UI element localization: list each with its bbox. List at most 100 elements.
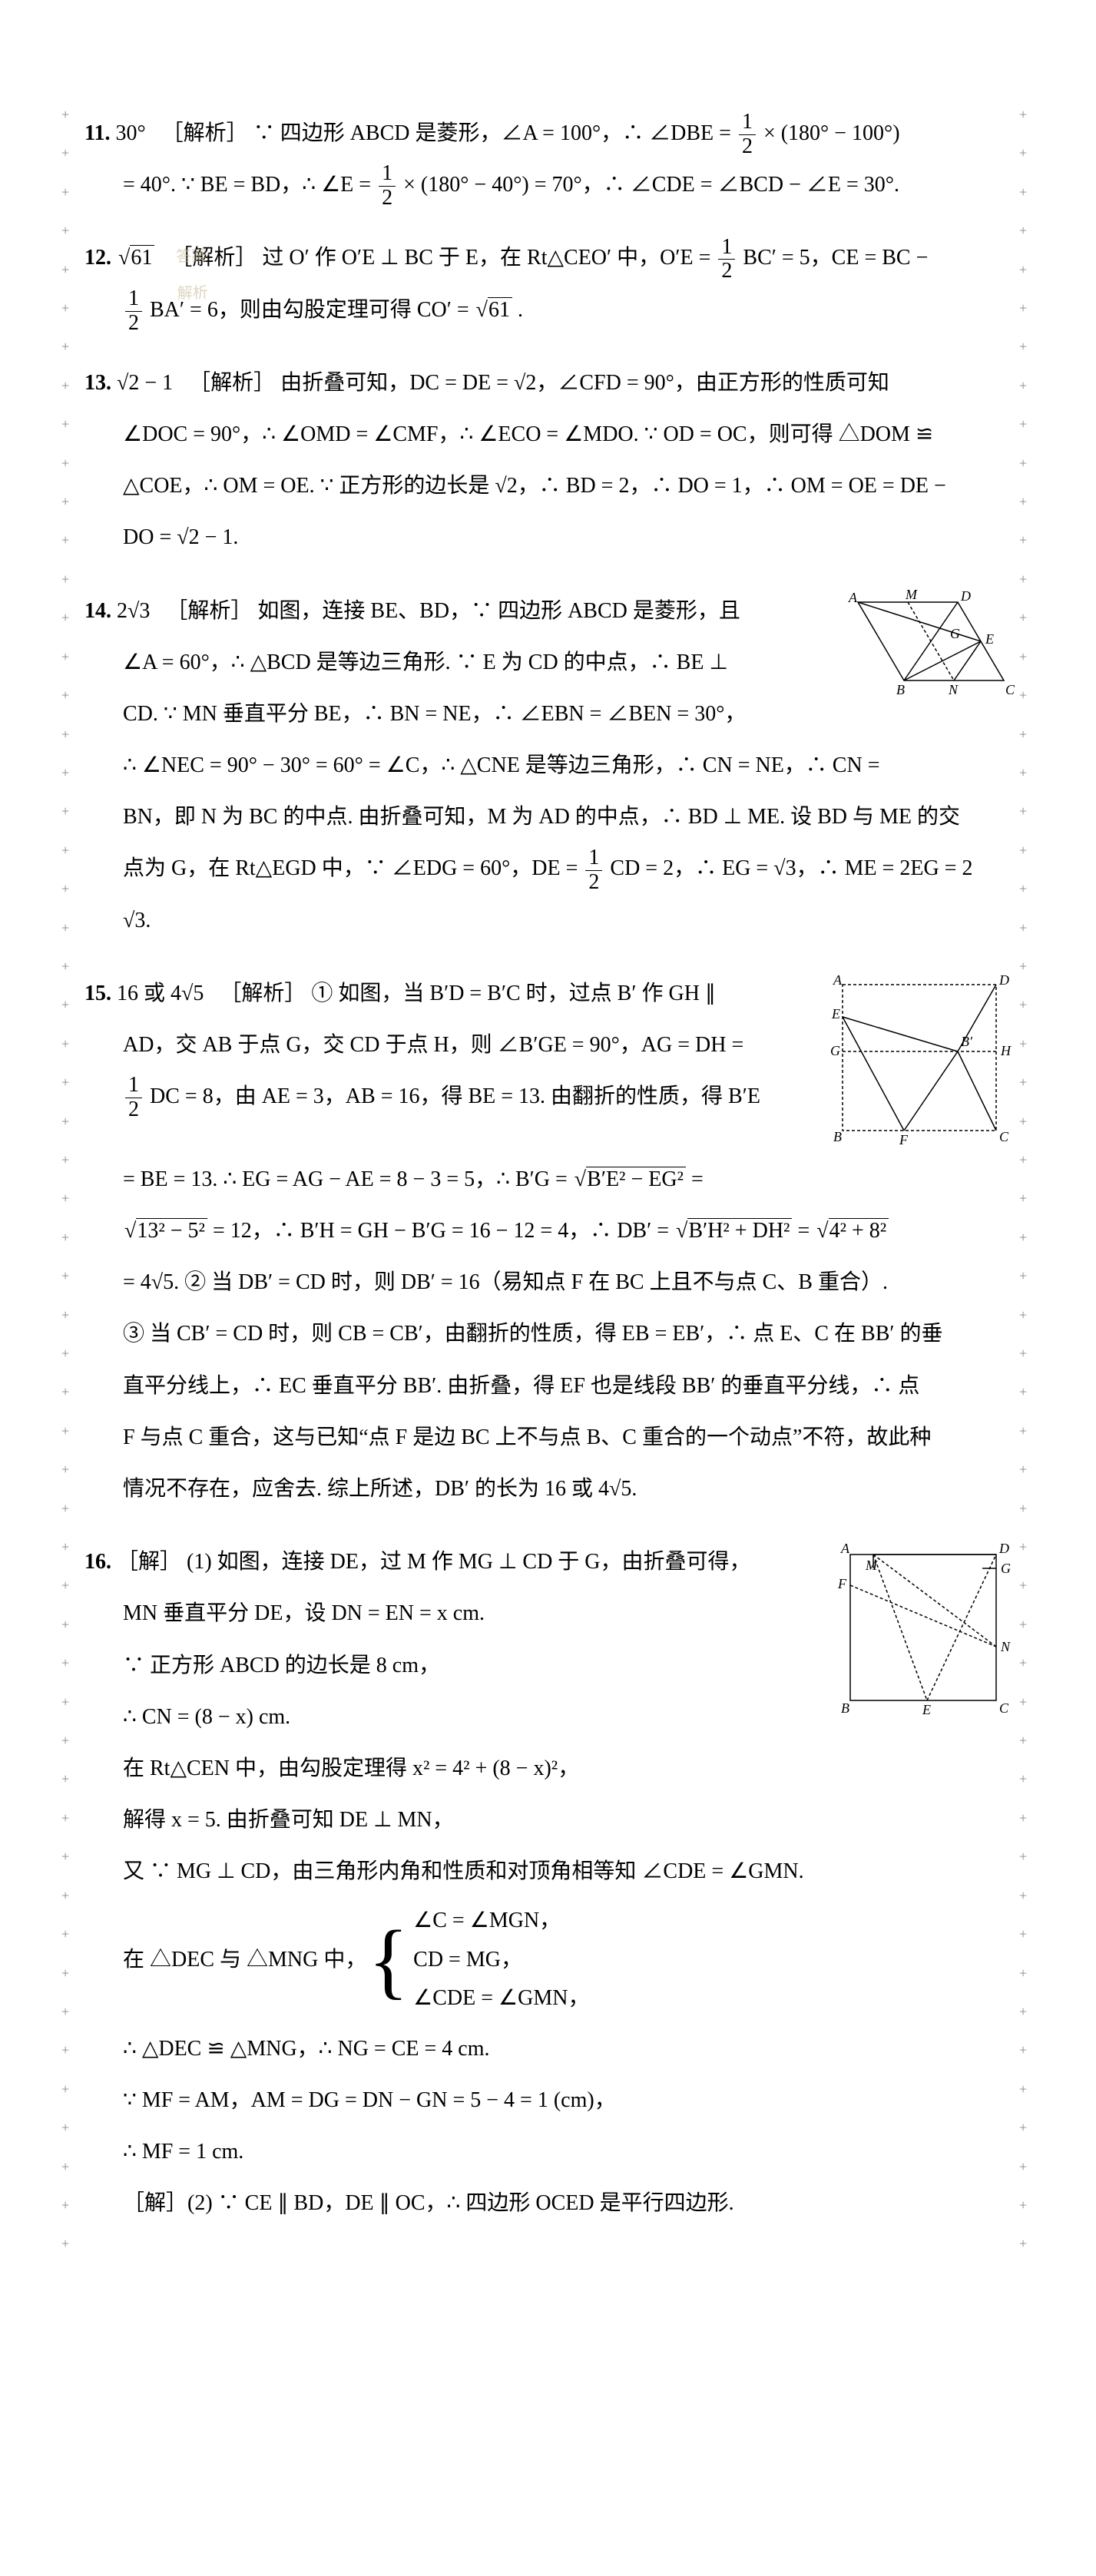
sqrt-expr: 4² + 8²	[815, 1205, 889, 1257]
solution-label: ［解］	[117, 1550, 181, 1574]
svg-text:G: G	[950, 626, 960, 641]
right-tick-border: ++++++++++++++++++++++++++++++++++++++++…	[1019, 108, 1035, 2250]
problem-15-l6: = 4√5. ② 当 DB′ = CD 时，则 DB′ = 16（易知点 F 在…	[84, 1257, 1019, 1308]
analysis-label: ［解析］	[162, 121, 248, 145]
svg-text:N: N	[1000, 1639, 1011, 1654]
problem-15: A B C D E F G H B′ 15. 16 或 4√5 ［解析］ ① 如…	[84, 968, 1019, 1515]
problem-15-l3a: DC = 8，由 AE = 3，AB = 16，得 BE = 13. 由翻折的性…	[150, 1084, 760, 1108]
frac-num: 1	[739, 111, 756, 135]
problem-16-part1: (1) 如图，连接 DE，过 M 作 MG ⊥ CD 于 G，由折叠可得，	[187, 1550, 751, 1574]
brace-eq1: ∠C = ∠MGN，	[413, 1902, 589, 1940]
problem-11-answer: 30°	[115, 121, 145, 145]
problem-12-l2b: .	[518, 298, 523, 322]
frac-num: 1	[585, 846, 602, 871]
frac-num: 1	[379, 162, 396, 187]
problem-13-l2: ∠DOC = 90°，∴ ∠OMD = ∠CMF，∴ ∠ECO = ∠MDO. …	[84, 409, 1019, 460]
problem-13-number: 13.	[84, 371, 111, 395]
problem-11-l1a: ∵ 四边形 ABCD 是菱形，∠A = 100°，∴ ∠DBE =	[253, 121, 737, 145]
fraction-half: 12	[125, 287, 142, 336]
svg-text:G: G	[830, 1043, 840, 1058]
sqrt-expr: B′H² + DH²	[674, 1205, 792, 1257]
svg-text:E: E	[922, 1702, 931, 1717]
problem-14-answer: 2√3	[117, 599, 150, 623]
problem-16-figure: A B C D E F G M N	[827, 1539, 1019, 1723]
svg-text:B′: B′	[961, 1034, 973, 1049]
problem-16-l7: 又 ∵ MG ⊥ CD，由三角形内角和性质和对顶角相等知 ∠CDE = ∠GMN…	[84, 1846, 1019, 1897]
problem-15-l7: ③ 当 CB′ = CD 时，则 CB = CB′，由翻折的性质，得 EB = …	[84, 1308, 1019, 1359]
svg-text:D: D	[998, 972, 1009, 988]
problem-15-answer: 16 或 4√5	[117, 982, 204, 1005]
problem-16-l11: ∴ MF = 1 cm.	[84, 2126, 1019, 2177]
svg-text:E: E	[985, 631, 994, 647]
frac-den: 2	[125, 312, 142, 336]
svg-text:D: D	[960, 588, 971, 604]
problem-15-l4b: =	[691, 1167, 704, 1191]
sqrt-expr: B′E² − EG²	[573, 1154, 686, 1205]
brace-eq2: CD = MG，	[413, 1941, 589, 1979]
left-brace-icon: {	[368, 1922, 409, 1998]
svg-text:E: E	[831, 1006, 840, 1021]
problem-11-line2: = 40°. ∵ BE = BD，∴ ∠E = 12 × (180° − 40°…	[84, 159, 1019, 210]
analysis-label: ［解析］	[166, 599, 252, 623]
problem-13-l3: △COE，∴ OM = OE. ∵ 正方形的边长是 √2，∴ BD = 2，∴ …	[84, 460, 1019, 512]
sqrt-61: 61	[475, 284, 512, 336]
problem-15-l10: 情况不存在，应舍去. 综上所述，DB′ 的长为 16 或 4√5.	[84, 1463, 1019, 1515]
svg-text:C: C	[1005, 682, 1015, 697]
problem-14-l7: √3.	[84, 895, 1019, 946]
problem-11-number: 11.	[84, 121, 110, 145]
problem-16-part2: ［解］(2) ∵ CE ∥ BD，DE ∥ OC，∴ 四边形 OCED 是平行四…	[84, 2177, 1019, 2229]
problem-11: 11. 30° ［解析］ ∵ 四边形 ABCD 是菱形，∠A = 100°，∴ …	[84, 108, 1019, 210]
problem-16-number: 16.	[84, 1550, 111, 1574]
problem-13-l1: 由折叠可知，DC = DE = √2，∠CFD = 90°，由正方形的性质可知	[280, 371, 889, 395]
problem-16-l9: ∴ △DEC ≌ △MNG，∴ NG = CE = 4 cm.	[84, 2023, 1019, 2074]
fraction-half: 12	[739, 111, 756, 159]
svg-text:C: C	[999, 1129, 1009, 1144]
problem-15-line5: 13² − 5² = 12，∴ B′H = GH − B′G = 16 − 12…	[84, 1205, 1019, 1257]
problem-12-number: 12.	[84, 246, 111, 270]
problem-13-answer: √2 − 1	[117, 371, 173, 395]
problem-14-l6b: CD = 2，∴ EG = √3，∴ ME = 2EG = 2	[610, 856, 972, 880]
page: ++++++++++++++++++++++++++++++++++++++++…	[0, 0, 1096, 2327]
sqrt-radicand: 61	[130, 245, 154, 270]
analysis-label: ［解析］	[220, 982, 306, 1005]
frac-den: 2	[125, 1098, 142, 1122]
problem-15-figure: A B C D E F G H B′	[820, 971, 1019, 1147]
problem-16-l10: ∵ MF = AM，AM = DG = DN − GN = 5 − 4 = 1 …	[84, 2074, 1019, 2126]
problem-12-line2: 12 BA′ = 6，则由勾股定理可得 CO′ = 61 .	[84, 284, 1019, 336]
svg-text:B: B	[841, 1700, 849, 1716]
problem-13: 13. √2 − 1 ［解析］ 由折叠可知，DC = DE = √2，∠CFD …	[84, 357, 1019, 564]
frac-num: 1	[718, 236, 735, 260]
svg-text:A: A	[840, 1541, 850, 1556]
sqrt-radicand: B′H² + DH²	[687, 1218, 792, 1243]
problem-14-line6: 点为 G，在 Rt△EGD 中，∵ ∠EDG = 60°，DE = 12 CD …	[84, 843, 1019, 894]
problem-14-l1: 如图，连接 BE、BD，∵ 四边形 ABCD 是菱形，且	[257, 599, 740, 623]
problem-11-l1b: × (180° − 100°)	[763, 121, 900, 145]
problem-14-l4: ∴ ∠NEC = 90° − 30° = 60° = ∠C，∴ △CNE 是等边…	[84, 740, 1019, 791]
fraction-half: 12	[125, 1074, 142, 1122]
brace-equations: ∠C = ∠MGN， CD = MG， ∠CDE = ∠GMN，	[413, 1902, 589, 2018]
svg-text:F: F	[837, 1576, 847, 1591]
svg-text:N: N	[948, 682, 959, 697]
problem-15-l5a: = 12，∴ B′H = GH − B′G = 16 − 12 = 4，∴ DB…	[213, 1219, 674, 1243]
problem-14: A B C D E G M N 14. 2√3 ［解析］ 如图，连接 BE、BD…	[84, 585, 1019, 946]
brace-eq3: ∠CDE = ∠GMN，	[413, 1979, 589, 2018]
svg-text:C: C	[999, 1700, 1009, 1716]
frac-den: 2	[718, 260, 735, 283]
frac-den: 2	[585, 871, 602, 895]
problem-16-l5: 在 Rt△CEN 中，由勾股定理得 x² = 4² + (8 − x)²，	[84, 1743, 1019, 1794]
problem-14-l5: BN，即 N 为 BC 的中点. 由折叠可知，M 为 AD 的中点，∴ BD ⊥…	[84, 791, 1019, 843]
problem-15-number: 15.	[84, 982, 111, 1005]
sqrt-radicand: B′E² − EG²	[586, 1167, 686, 1191]
problem-15-l4a: = BE = 13. ∴ EG = AG − AE = 8 − 3 = 5，∴ …	[123, 1167, 573, 1191]
analysis-label: ［解析］	[171, 246, 257, 270]
svg-text:G: G	[1001, 1561, 1011, 1576]
problem-12-l1b: BC′ = 5，CE = BC −	[743, 246, 928, 270]
svg-text:A: A	[848, 590, 858, 605]
problem-12-l1a: 过 O′ 作 O′E ⊥ BC 于 E，在 Rt△CEO′ 中，O′E =	[262, 246, 716, 270]
problem-15-line4: = BE = 13. ∴ EG = AG − AE = 8 − 3 = 5，∴ …	[84, 1154, 1019, 1205]
problem-16-brace-intro: 在 △DEC 与 △MNG 中，	[123, 1934, 366, 1985]
problem-14-l6a: 点为 G，在 Rt△EGD 中，∵ ∠EDG = 60°，DE =	[123, 856, 583, 880]
sqrt-61: 61	[117, 232, 154, 283]
svg-text:D: D	[998, 1541, 1009, 1556]
frac-den: 2	[739, 135, 756, 159]
